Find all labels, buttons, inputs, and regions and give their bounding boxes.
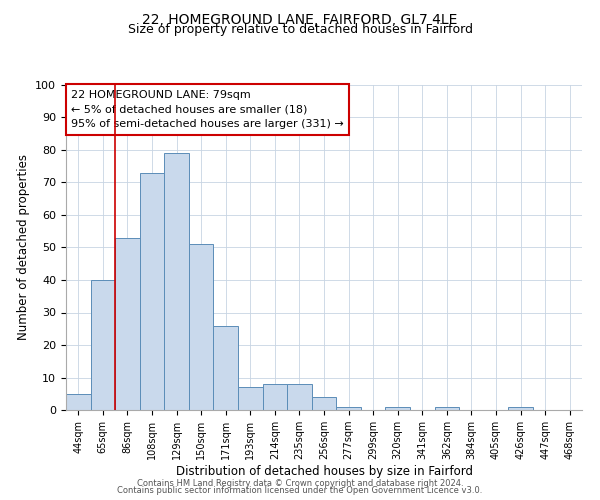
Bar (140, 173, 164, 410)
Text: 22, HOMEGROUND LANE, FAIRFORD, GL7 4LE: 22, HOMEGROUND LANE, FAIRFORD, GL7 4LE (142, 12, 458, 26)
Bar (287, 384, 312, 410)
Bar (115, 238, 140, 410)
X-axis label: Distribution of detached houses by size in Fairford: Distribution of detached houses by size … (176, 465, 473, 478)
Text: Contains public sector information licensed under the Open Government Licence v3: Contains public sector information licen… (118, 486, 482, 495)
Bar (508, 407, 533, 410)
Bar (312, 397, 336, 410)
Text: Contains HM Land Registry data © Crown copyright and database right 2024.: Contains HM Land Registry data © Crown c… (137, 478, 463, 488)
Bar (91, 280, 115, 410)
Bar (434, 407, 459, 410)
Bar (214, 326, 238, 410)
Bar (385, 407, 410, 410)
Text: 22 HOMEGROUND LANE: 79sqm
← 5% of detached houses are smaller (18)
95% of semi-d: 22 HOMEGROUND LANE: 79sqm ← 5% of detach… (71, 90, 344, 130)
Bar (164, 153, 189, 410)
Bar (336, 407, 361, 410)
Y-axis label: Number of detached properties: Number of detached properties (17, 154, 30, 340)
Bar (66, 394, 91, 410)
Bar (189, 244, 214, 410)
Text: Size of property relative to detached houses in Fairford: Size of property relative to detached ho… (128, 22, 473, 36)
Bar (238, 387, 263, 410)
Bar (263, 384, 287, 410)
